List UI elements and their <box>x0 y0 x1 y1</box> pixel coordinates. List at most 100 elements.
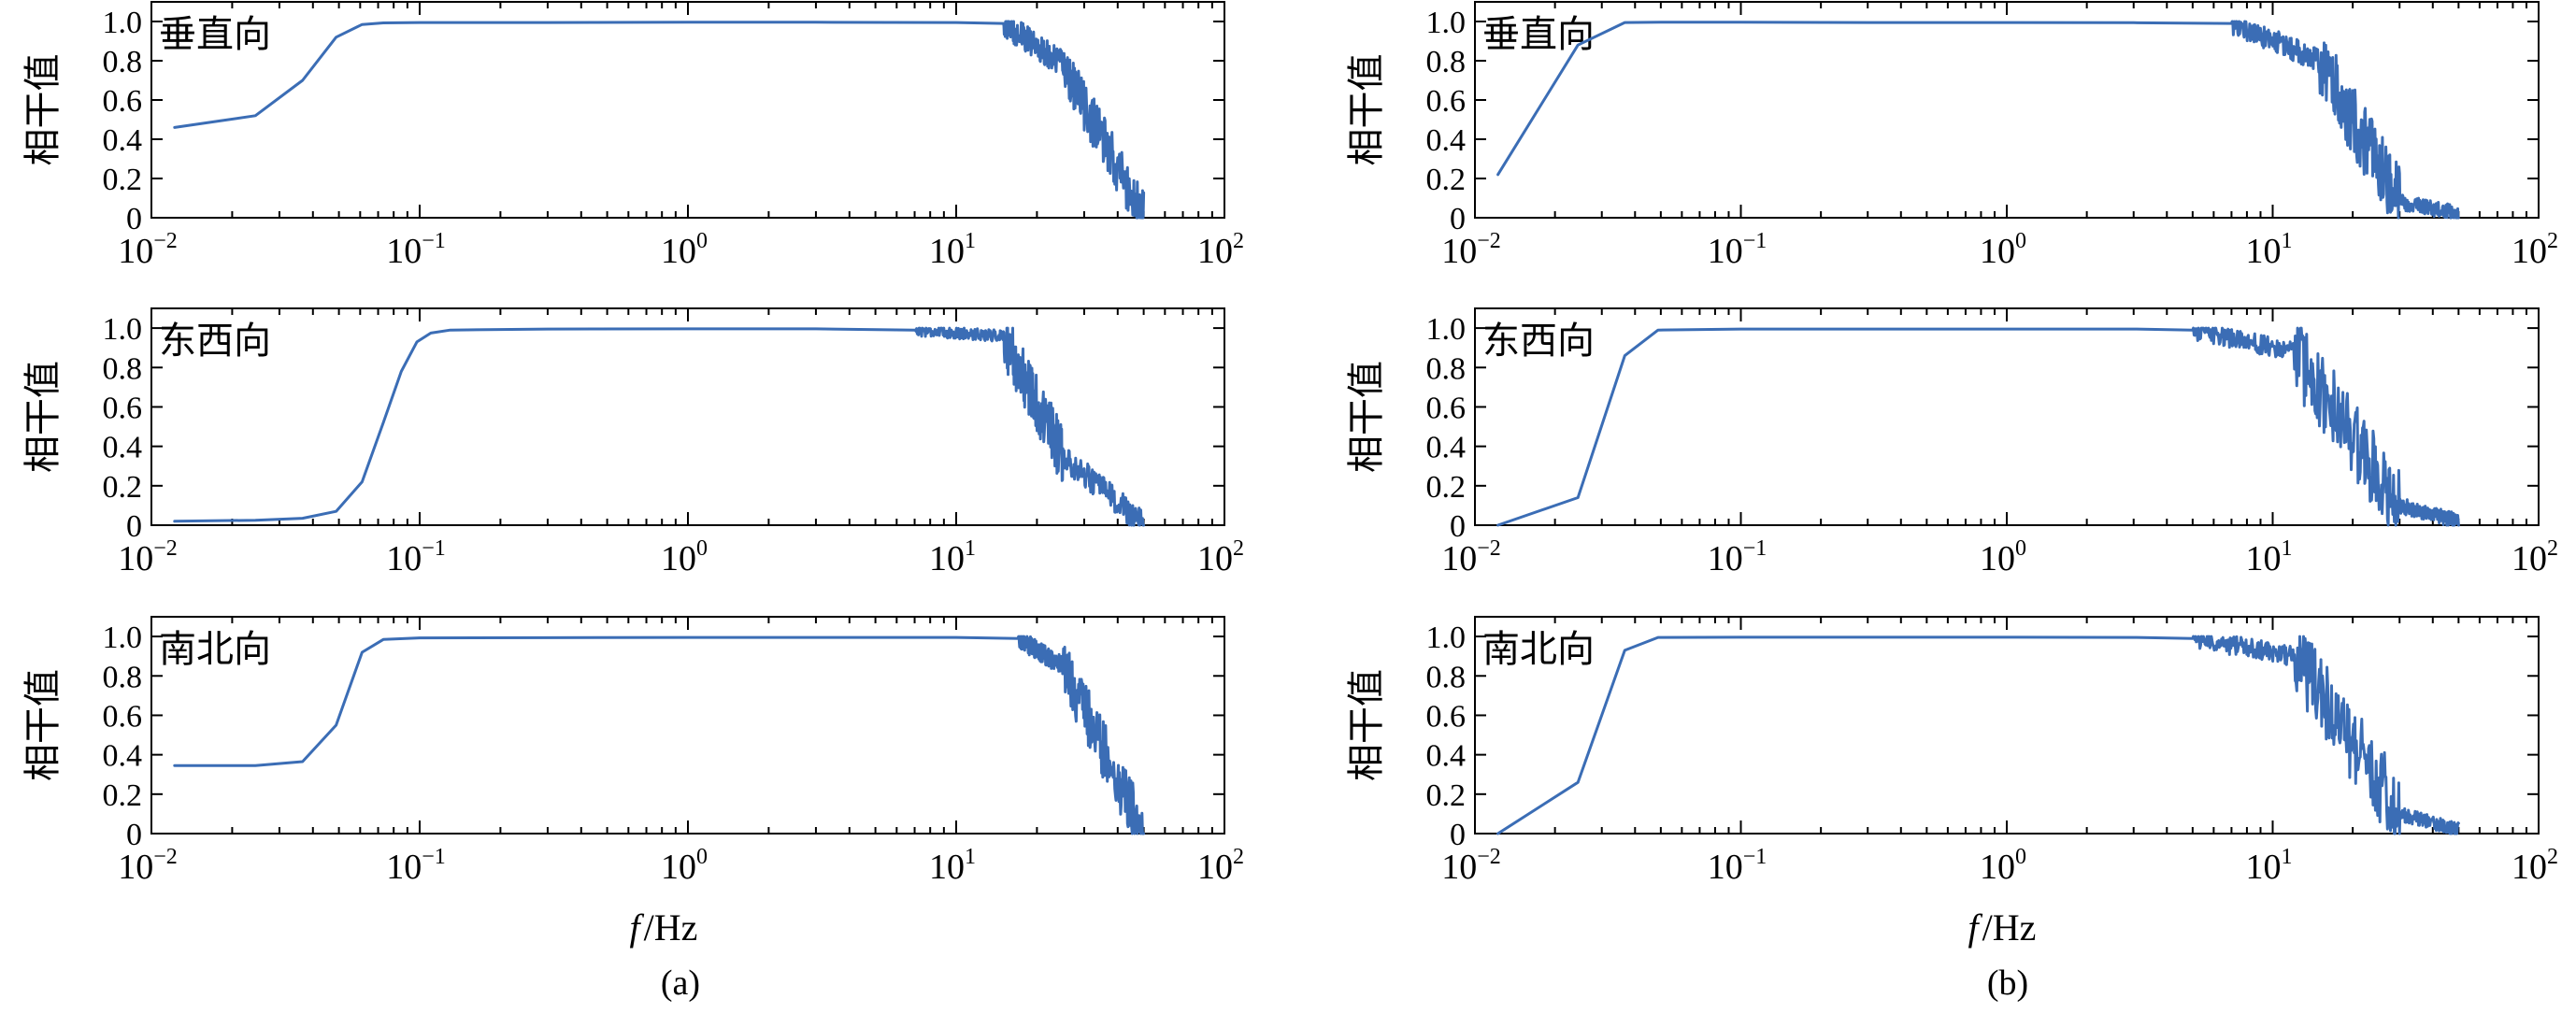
y-tick-label: 0.2 <box>1426 163 1467 197</box>
y-tick-label: 0.6 <box>1426 391 1467 425</box>
direction-label: 南北向 <box>1482 628 1595 670</box>
x-tick-label: 10−2 <box>1441 536 1501 578</box>
x-tick-label: 102 <box>2512 845 2558 887</box>
x-tick-exponent: 0 <box>696 229 708 253</box>
y-tick-label: 0.4 <box>103 739 143 774</box>
x-tick-label: 10−2 <box>1441 845 1501 887</box>
x-axis-label-unit: Hz <box>1993 906 2037 949</box>
x-tick-label: 100 <box>1980 229 2026 271</box>
x-tick-exponent: 1 <box>965 845 976 869</box>
x-tick-label: 101 <box>2246 536 2293 578</box>
x-axis-label-separator: / <box>644 906 655 949</box>
y-tick-label: 0.2 <box>103 470 143 505</box>
y-tick-label: 1.0 <box>103 6 143 40</box>
x-tick-exponent: 1 <box>2282 536 2293 561</box>
x-tick-label: 10−2 <box>118 229 178 271</box>
plot-frame <box>150 1 1225 219</box>
x-tick-base: 10 <box>1980 232 2015 271</box>
x-tick-exponent: 2 <box>2547 845 2558 869</box>
x-tick-base: 10 <box>1441 539 1477 578</box>
x-tick-label: 101 <box>2246 229 2293 271</box>
x-tick-label: 101 <box>929 536 976 578</box>
direction-label: 东西向 <box>159 320 271 362</box>
x-tick-exponent: −2 <box>153 229 178 253</box>
y-axis-label: 相干值 <box>21 669 64 781</box>
direction-label: 垂直向 <box>1482 13 1595 55</box>
x-tick-label: 10−1 <box>386 229 446 271</box>
y-tick-label: 0.6 <box>103 84 143 119</box>
y-tick-label: 0.6 <box>1426 699 1467 734</box>
x-tick-exponent: −1 <box>1743 536 1767 561</box>
x-axis-label-right: f/Hz <box>1968 906 2037 949</box>
x-tick-label: 102 <box>2512 229 2558 271</box>
plot-frame <box>150 307 1225 526</box>
x-tick-exponent: 2 <box>1233 845 1244 869</box>
x-tick-label: 10−2 <box>1441 229 1501 271</box>
x-tick-base: 10 <box>929 848 965 887</box>
x-axis-label-left: f/Hz <box>630 906 698 949</box>
x-tick-base: 10 <box>2246 848 2282 887</box>
x-tick-label: 101 <box>2246 845 2293 887</box>
x-tick-base: 10 <box>118 848 153 887</box>
x-tick-exponent: 1 <box>965 229 976 253</box>
x-tick-base: 10 <box>1708 539 1743 578</box>
y-tick-label: 0 <box>126 509 142 544</box>
y-tick-label: 1.0 <box>1426 621 1467 655</box>
y-tick-label: 0.8 <box>1426 351 1467 386</box>
x-tick-exponent: 0 <box>2015 229 2026 253</box>
x-tick-base: 10 <box>2512 232 2547 271</box>
x-tick-base: 10 <box>386 539 422 578</box>
x-tick-label: 10−1 <box>386 536 446 578</box>
x-tick-label: 100 <box>1980 845 2026 887</box>
coherence-series-line <box>1496 635 2460 835</box>
x-tick-exponent: −1 <box>1743 845 1767 869</box>
x-tick-label: 10−1 <box>1708 536 1767 578</box>
caption-a: (a) <box>661 963 700 1003</box>
x-tick-label: 10−2 <box>118 845 178 887</box>
x-tick-exponent: 0 <box>696 845 708 869</box>
x-tick-label: 100 <box>1980 536 2026 578</box>
y-tick-label: 0.8 <box>103 660 143 694</box>
y-tick-label: 0.4 <box>1426 123 1467 158</box>
y-tick-label: 0.8 <box>1426 660 1467 694</box>
x-tick-exponent: −1 <box>422 536 446 561</box>
x-tick-label: 102 <box>1197 229 1244 271</box>
x-tick-label: 100 <box>661 229 708 271</box>
y-axis-label: 相干值 <box>21 54 64 166</box>
y-tick-label: 0.4 <box>1426 431 1467 465</box>
x-tick-exponent: −2 <box>153 536 178 561</box>
y-tick-label: 0.2 <box>1426 470 1467 505</box>
x-tick-exponent: 0 <box>2015 845 2026 869</box>
x-tick-base: 10 <box>118 232 153 271</box>
x-tick-exponent: 2 <box>2547 229 2558 253</box>
x-tick-exponent: −2 <box>1477 845 1501 869</box>
x-tick-label: 102 <box>1197 536 1244 578</box>
x-tick-label: 102 <box>2512 536 2558 578</box>
x-tick-base: 10 <box>929 539 965 578</box>
y-axis-label: 相干值 <box>1345 361 1387 473</box>
x-tick-base: 10 <box>2246 539 2282 578</box>
coherence-series-line <box>173 326 1146 527</box>
x-tick-base: 10 <box>1980 539 2015 578</box>
y-tick-label: 1.0 <box>1426 312 1467 347</box>
x-tick-label: 100 <box>661 845 708 887</box>
x-tick-base: 10 <box>118 539 153 578</box>
y-tick-label: 0.8 <box>103 45 143 79</box>
direction-label: 南北向 <box>159 628 271 670</box>
x-tick-base: 10 <box>1980 848 2015 887</box>
y-tick-label: 0.6 <box>103 391 143 425</box>
x-tick-label: 10−1 <box>1708 845 1767 887</box>
x-tick-exponent: 2 <box>1233 229 1244 253</box>
x-tick-exponent: −1 <box>422 229 446 253</box>
x-tick-label: 101 <box>929 229 976 271</box>
x-tick-exponent: 1 <box>2282 845 2293 869</box>
y-tick-label: 0 <box>126 818 142 852</box>
x-tick-base: 10 <box>661 848 696 887</box>
x-tick-exponent: 2 <box>2547 536 2558 561</box>
x-tick-exponent: 0 <box>2015 536 2026 561</box>
panels: 00.20.40.60.81.010−2 10−1 100 101 102相干值垂直向0… <box>21 1 2558 887</box>
y-tick-label: 0.4 <box>1426 739 1467 774</box>
